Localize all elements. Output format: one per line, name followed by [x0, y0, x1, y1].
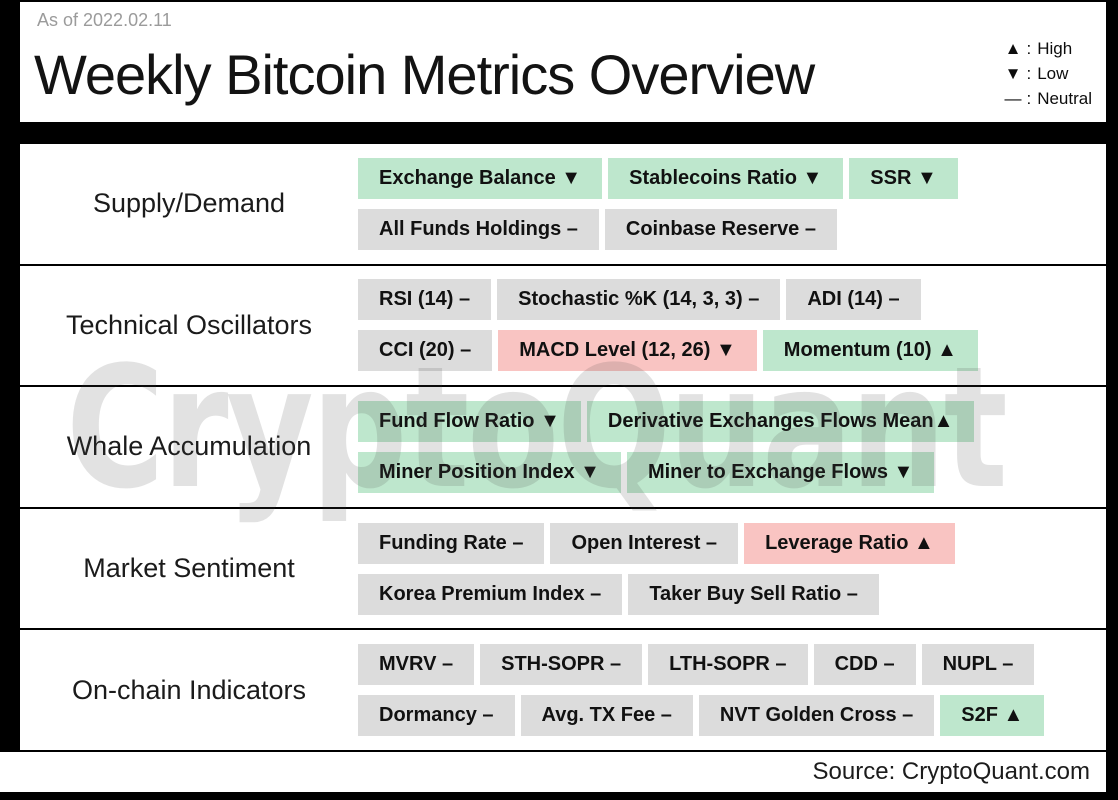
- metric-pill-nvt-golden-cross: NVT Golden Cross –: [698, 695, 935, 737]
- metric-pill-adi-14: ADI (14) –: [786, 279, 921, 321]
- legend-label-neutral: Neutral: [1037, 88, 1092, 108]
- legend-colon: :: [1026, 38, 1032, 58]
- category-label-market-sentiment: Market Sentiment: [83, 553, 295, 584]
- metric-pill-stochastic-k-14-3-3: Stochastic %K (14, 3, 3) –: [497, 279, 781, 321]
- metric-pill-macd-level-12-26: MACD Level (12, 26) ▼: [498, 330, 757, 372]
- metric-pill-ssr: SSR ▼: [849, 157, 958, 199]
- metric-pill-group: Fund Flow Ratio ▼ Derivative Exchanges Fl…: [358, 400, 1106, 493]
- page-title: Weekly Bitcoin Metrics Overview: [34, 43, 815, 106]
- metric-pill-dormancy: Dormancy –: [358, 695, 515, 737]
- legend-item-high: ▲ : High: [999, 36, 1092, 61]
- category-row-whale-accumulation: Whale Accumulation Fund Flow Ratio ▼ Deriv…: [20, 387, 1106, 507]
- metric-pill-cdd: CDD –: [813, 644, 916, 686]
- metrics-grid: Supply/Demand Exchange Balance ▼ Stablecoi…: [20, 144, 1106, 750]
- pill-line: Fund Flow Ratio ▼ Derivative Exchanges Fl…: [358, 400, 1106, 442]
- legend: ▲ : High ▼ : Low — : Neutral: [999, 36, 1092, 111]
- pill-line: All Funds Holdings – Coinbase Reserve –: [358, 208, 1106, 250]
- legend-colon: :: [1026, 88, 1032, 108]
- metric-pill-korea-premium-index: Korea Premium Index –: [358, 573, 623, 615]
- high-triangle-icon: ▲: [1004, 38, 1022, 58]
- category-row-supply-demand: Supply/Demand Exchange Balance ▼ Stablecoi…: [20, 144, 1106, 264]
- category-row-market-sentiment: Market Sentiment Funding Rate – Open Inter…: [20, 508, 1106, 629]
- metric-pill-avg-tx-fee: Avg. TX Fee –: [520, 695, 693, 737]
- metric-pill-miner-to-exchange-flows: Miner to Exchange Flows ▼: [626, 451, 935, 493]
- metric-pill-miner-position-index: Miner Position Index ▼: [358, 451, 621, 493]
- metric-pill-sth-sopr: STH-SOPR –: [480, 644, 643, 686]
- metric-pill-lth-sopr: LTH-SOPR –: [648, 644, 808, 686]
- pill-line: RSI (14) – Stochastic %K (14, 3, 3) – ADI …: [358, 279, 1106, 321]
- category-row-on-chain-indicators: On-chain Indicators MVRV – STH-SOPR – LTH-S…: [20, 630, 1106, 750]
- category-label-whale-accumulation: Whale Accumulation: [66, 431, 312, 462]
- neutral-dash-icon: —: [1004, 88, 1022, 108]
- pill-line: Dormancy – Avg. TX Fee – NVT Golden Cross …: [358, 695, 1106, 737]
- metric-pill-mvrv: MVRV –: [358, 644, 475, 686]
- metric-pill-exchange-balance: Exchange Balance ▼: [358, 157, 603, 199]
- pill-line: Funding Rate – Open Interest – Leverage Ra…: [358, 522, 1106, 564]
- legend-label-low: Low: [1037, 63, 1069, 83]
- legend-item-low: ▼ : Low: [999, 61, 1092, 86]
- metric-pill-group: MVRV – STH-SOPR – LTH-SOPR – CDD – NUPL – Dor…: [358, 644, 1106, 737]
- category-label-technical-oscillators: Technical Oscillators: [65, 309, 313, 340]
- footer: Source: CryptoQuant.com: [0, 752, 1106, 792]
- metric-pill-group: RSI (14) – Stochastic %K (14, 3, 3) – ADI …: [358, 279, 1106, 372]
- pill-line: Korea Premium Index – Taker Buy Sell Rati…: [358, 573, 1106, 615]
- source-credit: Source: CryptoQuant.com: [812, 758, 1090, 785]
- category-label-on-chain-indicators: On-chain Indicators: [71, 674, 307, 705]
- legend-item-neutral: — : Neutral: [999, 86, 1092, 111]
- pill-line: MVRV – STH-SOPR – LTH-SOPR – CDD – NUPL –: [358, 644, 1106, 686]
- as-of-date: As of 2022.02.11: [37, 10, 172, 30]
- metric-pill-cci-20: CCI (20) –: [358, 330, 493, 372]
- metric-pill-s2f: S2F ▲: [940, 695, 1045, 737]
- metric-pill-momentum-10: Momentum (10) ▲: [762, 330, 978, 372]
- header: As of 2022.02.11 Weekly Bitcoin Metrics …: [20, 2, 1106, 122]
- pill-line: Miner Position Index ▼ Miner to Exchange …: [358, 451, 1106, 493]
- metric-pill-group: Exchange Balance ▼ Stablecoins Ratio ▼ SSR…: [358, 157, 1106, 250]
- metric-pill-group: Funding Rate – Open Interest – Leverage Ra…: [358, 522, 1106, 615]
- legend-colon: :: [1026, 63, 1032, 83]
- metric-pill-stablecoins-ratio: Stablecoins Ratio ▼: [608, 157, 844, 199]
- metric-pill-coinbase-reserve: Coinbase Reserve –: [604, 208, 837, 250]
- category-label-supply-demand: Supply/Demand: [92, 188, 286, 219]
- pill-line: Exchange Balance ▼ Stablecoins Ratio ▼ SSR…: [358, 157, 1106, 199]
- metric-pill-taker-buy-sell-ratio: Taker Buy Sell Ratio –: [628, 573, 879, 615]
- metric-pill-rsi-14: RSI (14) –: [358, 279, 492, 321]
- metric-pill-fund-flow-ratio: Fund Flow Ratio ▼: [358, 400, 581, 442]
- metric-pill-funding-rate: Funding Rate –: [358, 522, 545, 564]
- metric-pill-leverage-ratio: Leverage Ratio ▲: [744, 522, 955, 564]
- legend-label-high: High: [1037, 38, 1073, 58]
- category-row-technical-oscillators: Technical Oscillators RSI (14) – Stochasti…: [20, 265, 1106, 386]
- metric-pill-nupl: NUPL –: [921, 644, 1035, 686]
- pill-line: CCI (20) – MACD Level (12, 26) ▼ Momentum …: [358, 330, 1106, 372]
- metric-pill-all-funds-holdings: All Funds Holdings –: [358, 208, 599, 250]
- low-triangle-icon: ▼: [1004, 63, 1022, 83]
- metric-pill-open-interest: Open Interest –: [550, 522, 739, 564]
- metric-pill-derivative-exchanges-flows-mean: Derivative Exchanges Flows Mean▲: [586, 400, 975, 442]
